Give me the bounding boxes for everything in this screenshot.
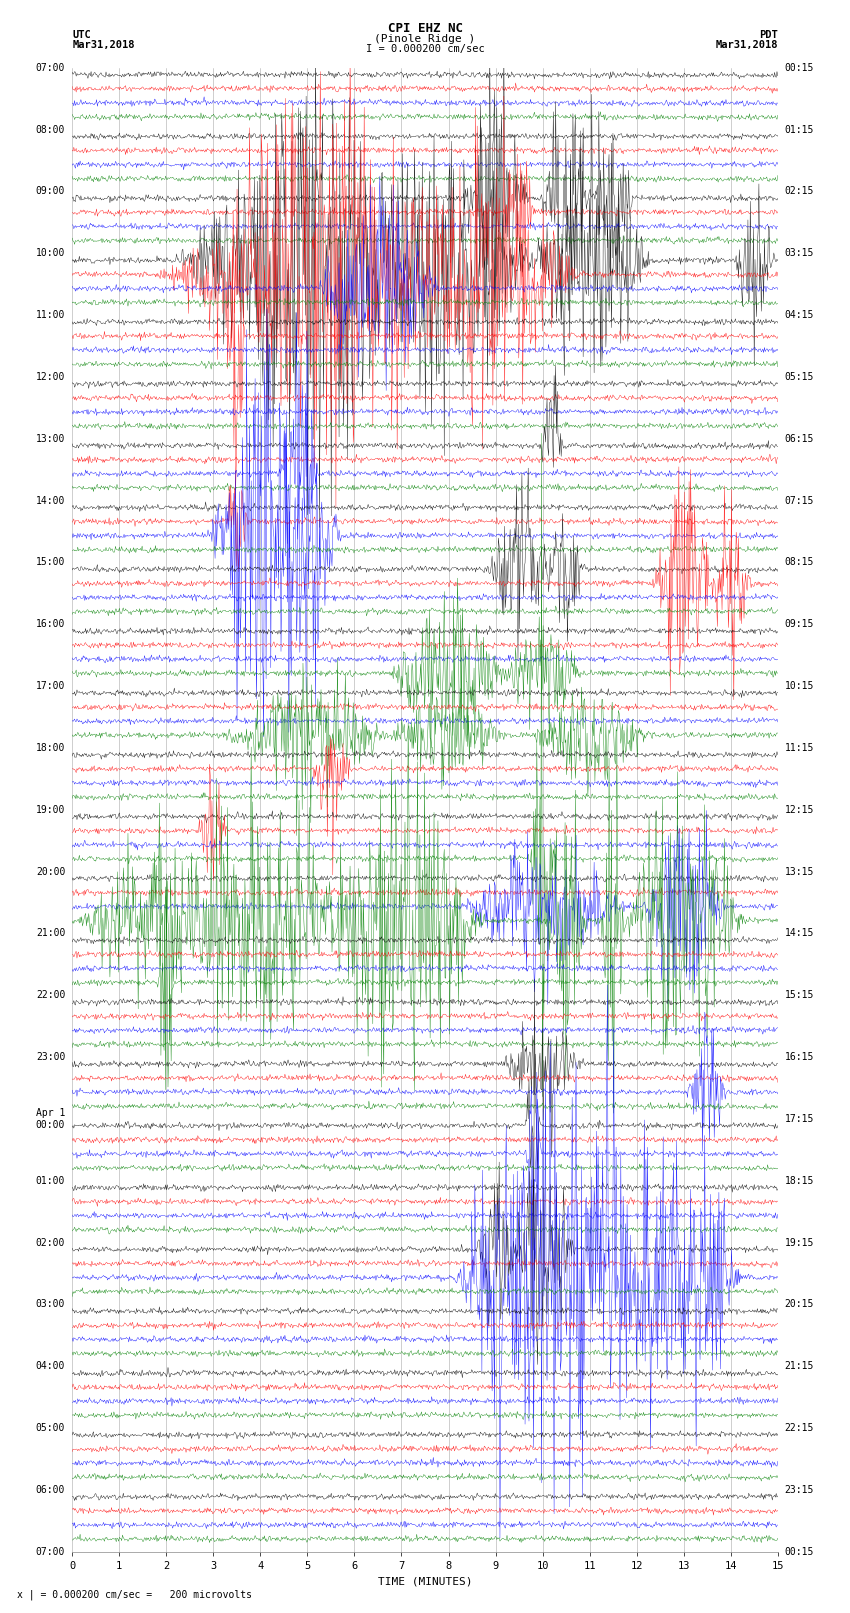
Text: PDT: PDT: [759, 31, 778, 40]
Text: UTC: UTC: [72, 31, 91, 40]
Text: 15:00: 15:00: [36, 558, 65, 568]
Text: 08:00: 08:00: [36, 124, 65, 134]
Text: 19:15: 19:15: [785, 1237, 814, 1247]
Text: 05:15: 05:15: [785, 373, 814, 382]
Text: CPI EHZ NC: CPI EHZ NC: [388, 21, 462, 35]
Text: 20:15: 20:15: [785, 1300, 814, 1310]
Text: 03:15: 03:15: [785, 248, 814, 258]
Text: x | = 0.000200 cm/sec =   200 microvolts: x | = 0.000200 cm/sec = 200 microvolts: [17, 1589, 252, 1600]
Text: 16:15: 16:15: [785, 1052, 814, 1061]
Text: I = 0.000200 cm/sec: I = 0.000200 cm/sec: [366, 44, 484, 53]
Text: 09:15: 09:15: [785, 619, 814, 629]
Text: 00:15: 00:15: [785, 63, 814, 73]
Text: 13:15: 13:15: [785, 866, 814, 876]
Text: Apr 1
00:00: Apr 1 00:00: [36, 1108, 65, 1129]
Text: 04:00: 04:00: [36, 1361, 65, 1371]
Text: 17:00: 17:00: [36, 681, 65, 690]
Text: 09:00: 09:00: [36, 187, 65, 197]
Text: 10:15: 10:15: [785, 681, 814, 690]
Text: 07:00: 07:00: [36, 1547, 65, 1557]
Text: 08:15: 08:15: [785, 558, 814, 568]
Text: 10:00: 10:00: [36, 248, 65, 258]
Text: 21:15: 21:15: [785, 1361, 814, 1371]
Text: 00:15: 00:15: [785, 1547, 814, 1557]
Text: 06:15: 06:15: [785, 434, 814, 444]
Text: 18:15: 18:15: [785, 1176, 814, 1186]
Text: 07:00: 07:00: [36, 63, 65, 73]
Text: 15:15: 15:15: [785, 990, 814, 1000]
X-axis label: TIME (MINUTES): TIME (MINUTES): [377, 1576, 473, 1586]
Text: 12:15: 12:15: [785, 805, 814, 815]
Text: 12:00: 12:00: [36, 373, 65, 382]
Text: 11:15: 11:15: [785, 744, 814, 753]
Text: 18:00: 18:00: [36, 744, 65, 753]
Text: Mar31,2018: Mar31,2018: [72, 40, 135, 50]
Text: 04:15: 04:15: [785, 310, 814, 319]
Text: 21:00: 21:00: [36, 929, 65, 939]
Text: 02:00: 02:00: [36, 1237, 65, 1247]
Text: 23:15: 23:15: [785, 1486, 814, 1495]
Text: 16:00: 16:00: [36, 619, 65, 629]
Text: 03:00: 03:00: [36, 1300, 65, 1310]
Text: 06:00: 06:00: [36, 1486, 65, 1495]
Text: 07:15: 07:15: [785, 495, 814, 505]
Text: 14:00: 14:00: [36, 495, 65, 505]
Text: 13:00: 13:00: [36, 434, 65, 444]
Text: 05:00: 05:00: [36, 1423, 65, 1432]
Text: 19:00: 19:00: [36, 805, 65, 815]
Text: 23:00: 23:00: [36, 1052, 65, 1061]
Text: (Pinole Ridge ): (Pinole Ridge ): [374, 34, 476, 44]
Text: 22:15: 22:15: [785, 1423, 814, 1432]
Text: 01:00: 01:00: [36, 1176, 65, 1186]
Text: 02:15: 02:15: [785, 187, 814, 197]
Text: 11:00: 11:00: [36, 310, 65, 319]
Text: Mar31,2018: Mar31,2018: [715, 40, 778, 50]
Text: 22:00: 22:00: [36, 990, 65, 1000]
Text: 01:15: 01:15: [785, 124, 814, 134]
Text: 17:15: 17:15: [785, 1115, 814, 1124]
Text: 20:00: 20:00: [36, 866, 65, 876]
Text: 14:15: 14:15: [785, 929, 814, 939]
